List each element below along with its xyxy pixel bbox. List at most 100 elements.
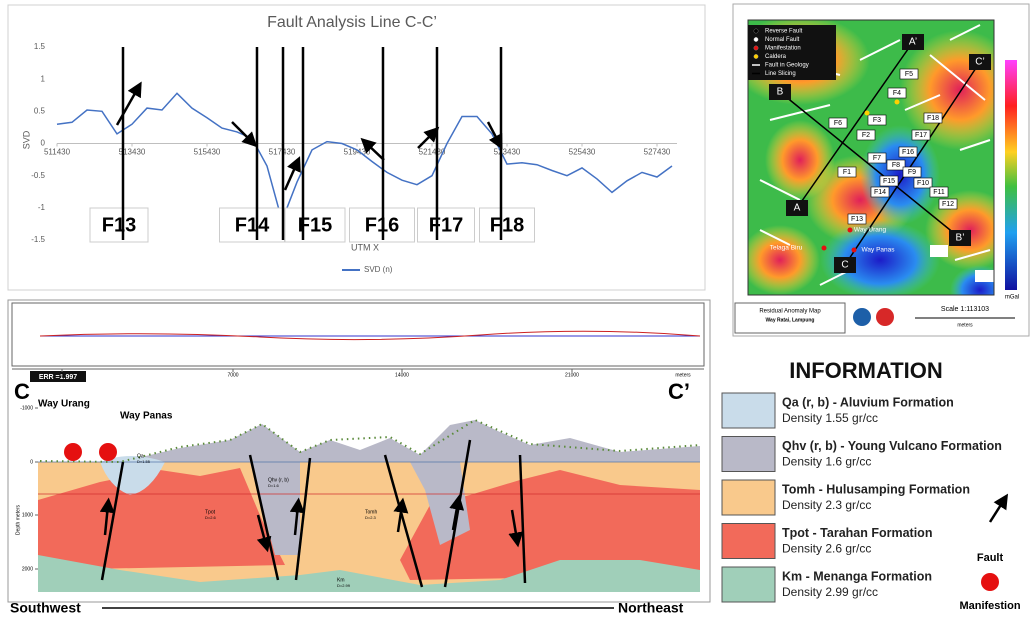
x-tick-label: 511430 (44, 148, 71, 157)
y-tick-label: 1 (41, 74, 46, 83)
distance-tick-label: 0 (61, 372, 64, 378)
formation-name: Tpot - Tarahan Formation (782, 526, 932, 540)
caldera-dot (865, 111, 870, 116)
map-scale: Scale 1:113103 (941, 306, 989, 313)
map-legend-label: Reverse Fault (765, 29, 803, 35)
logo (876, 308, 894, 326)
y-tick-label: 0 (41, 139, 46, 148)
unit-density: D=2.6 (205, 515, 217, 520)
logo (853, 308, 871, 326)
map-legend-label: Manifestation (765, 46, 801, 52)
distance-tick-label: 7000 (227, 372, 238, 378)
legend-symbol (754, 37, 758, 41)
fault-tag-label: F5 (905, 71, 913, 78)
fault-tag-label: F6 (834, 120, 842, 127)
formation-density: Density 1.55 gr/cc (782, 411, 878, 425)
distance-tick-label: 21000 (565, 372, 579, 378)
fault-tag-label: F1 (843, 169, 851, 176)
map-legend-label: Caldera (765, 54, 787, 60)
legend-symbol (754, 54, 758, 58)
formation-swatch (722, 567, 775, 602)
manifestation-label: Way Urang (38, 399, 90, 410)
line-end-label: C (841, 260, 848, 271)
info-legend: Qa (r, b) - Aluvium Formation Density 1.5… (722, 393, 1002, 602)
fault-legend-label: Fault (977, 552, 1004, 564)
x-axis-label: UTM X (351, 242, 379, 252)
map-title: Residual Anomaly Map (759, 309, 821, 315)
fault-tag-label: F4 (893, 90, 901, 97)
direction-left: Southwest (10, 600, 81, 616)
line-end-label: C’ (975, 57, 984, 68)
line-end-label: B’ (956, 233, 965, 244)
map-legend-label: Line Slicing (765, 71, 796, 77)
x-tick-label: 515430 (194, 148, 221, 157)
error-text: ERR =1.997 (39, 374, 77, 381)
formation-density: Density 2.3 gr/cc (782, 498, 871, 512)
direction-right: Northeast (618, 600, 684, 616)
legend-symbol (754, 29, 758, 33)
depth-tick-label: 1000 (22, 512, 33, 518)
fault-tag-label: F15 (883, 178, 895, 185)
y-tick-label: -1.5 (31, 235, 45, 244)
x-tick-label: 527430 (644, 148, 671, 157)
formation-swatch (722, 437, 775, 472)
fault-tag-label: F17 (915, 132, 927, 139)
manifestation (64, 443, 82, 461)
y-tick-label: -0.5 (31, 171, 45, 180)
fault-label: F17 (429, 214, 463, 236)
legend-symbol (754, 46, 758, 50)
map-legend-label: Normal Fault (765, 37, 800, 43)
fault-tag-label: F16 (902, 149, 914, 156)
fault-tag-label: F14 (874, 189, 886, 196)
depth-tick-label: -1000 (20, 405, 33, 411)
fault-label: F14 (235, 214, 270, 236)
manifestation-dot (852, 248, 857, 253)
unit-density: D=2.99 (337, 583, 351, 588)
fault-symbol (990, 500, 1004, 522)
formation-name: Qa (r, b) - Aluvium Formation (782, 395, 954, 409)
info-title: INFORMATION (789, 358, 943, 383)
distance-unit: meters (675, 372, 691, 378)
fault-tag-label: F13 (851, 216, 863, 223)
manifestation-legend-label: Manifestion (959, 600, 1020, 612)
map-legend-label: Fault in Geology (765, 63, 809, 69)
manifestation-symbol (981, 573, 999, 591)
y-axis-label: SVD (21, 130, 31, 149)
fault-tag-label: F2 (862, 132, 870, 139)
y-tick-label: -1 (38, 203, 46, 212)
place-label: Way Panas (862, 247, 896, 254)
place-label: Way Urang (854, 227, 887, 234)
line-end-label: A’ (909, 37, 917, 48)
formation-name: Km - Menanga Formation (782, 569, 932, 583)
section-end: C’ (668, 379, 690, 404)
fault-tag-label: F11 (933, 189, 945, 196)
y-tick-label: 0.5 (34, 106, 46, 115)
fault-tag-label: F7 (873, 155, 881, 162)
fault-label: F18 (490, 214, 524, 236)
legend-label: SVD (n) (364, 265, 393, 274)
fault-tag-label: F12 (942, 201, 954, 208)
line-end-label: B (777, 87, 784, 98)
fault-tag-label: F3 (873, 117, 881, 124)
formation-density: Density 2.99 gr/cc (782, 585, 878, 599)
y-tick-label: 1.5 (34, 42, 46, 51)
x-tick-label: 525430 (569, 148, 596, 157)
misfit-strip (12, 303, 704, 366)
place-label: Telaga Biru (770, 245, 803, 252)
formation-density: Density 1.6 gr/cc (782, 455, 871, 469)
fault-tag-label: F18 (927, 115, 939, 122)
fault-tag-label: F8 (892, 162, 900, 169)
x-tick-label: 523430 (494, 148, 521, 157)
fault-label: F13 (102, 214, 136, 236)
colorbar (1005, 60, 1017, 290)
manifestation-dot (848, 228, 853, 233)
fault-tag-label: F10 (917, 180, 929, 187)
manifestation-dot (822, 246, 827, 251)
manifestation (99, 443, 117, 461)
formation-swatch (722, 393, 775, 428)
chart-title: Fault Analysis Line C-C’ (267, 14, 437, 31)
formation-swatch (722, 524, 775, 559)
colorbar-unit: mGal (1005, 295, 1019, 301)
unit-density: D=2.3 (365, 515, 377, 520)
depth-label: Depth meters (15, 504, 21, 535)
